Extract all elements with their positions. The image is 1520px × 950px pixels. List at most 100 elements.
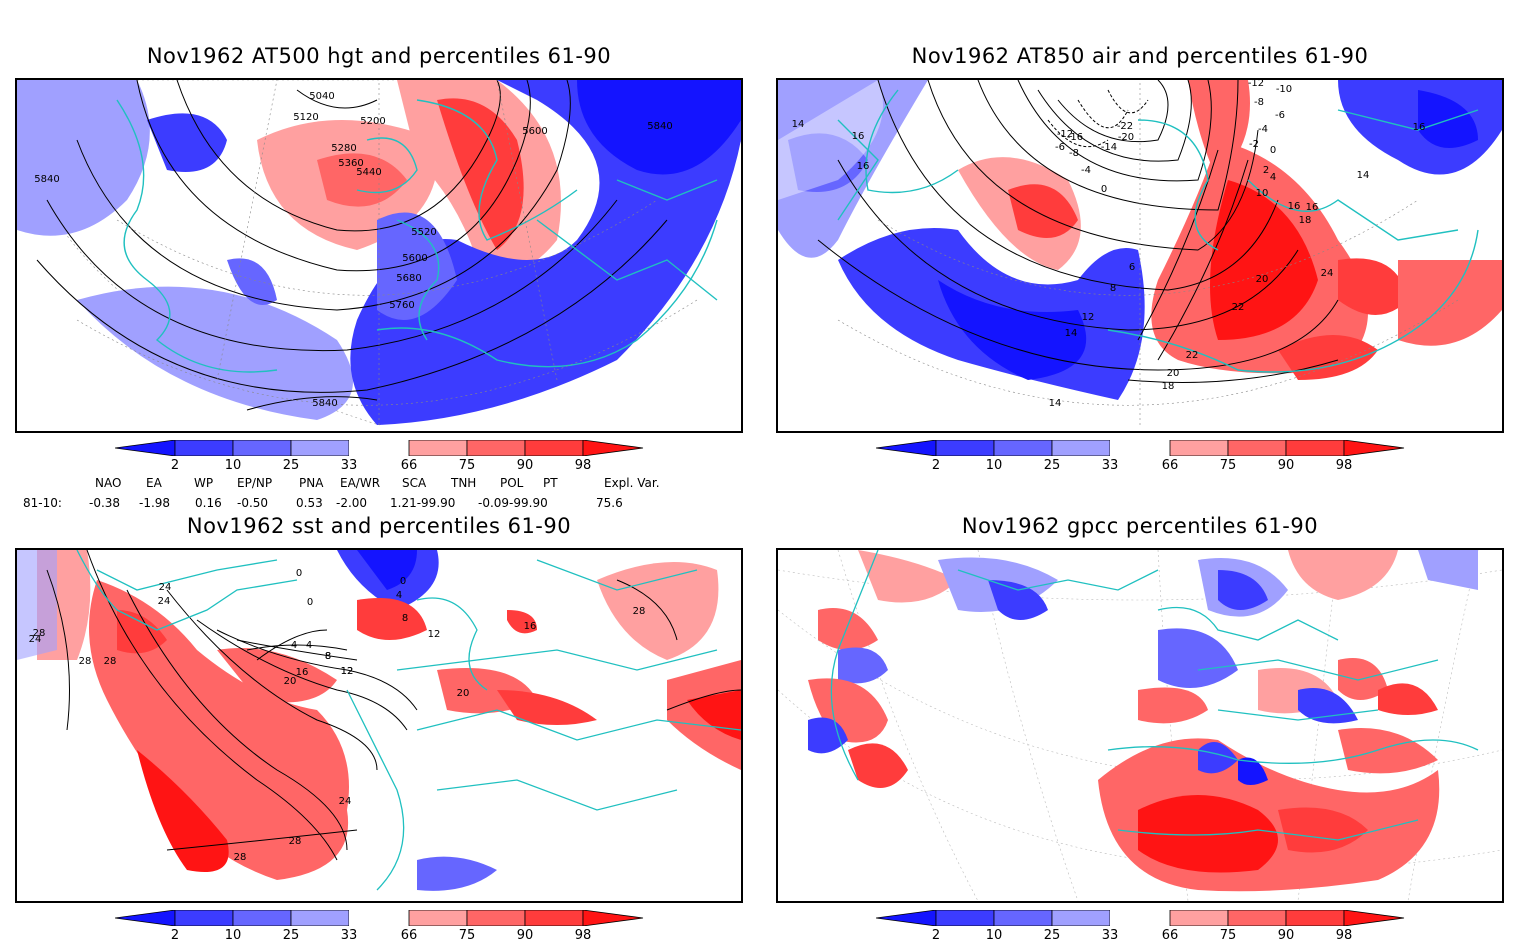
colorbar-ramp-p2 — [876, 440, 1405, 456]
contour-label: 22 — [1186, 350, 1199, 361]
panel-title-p3: Nov1962 sst and percentiles 61-90 — [186, 514, 572, 538]
colorbar-p4: 2 10 25 33 66 75 90 98 — [876, 910, 1406, 950]
contour-label: -20 — [1118, 132, 1134, 143]
contour-label: 5280 — [331, 143, 356, 154]
contour-label: -8 — [1254, 97, 1264, 108]
contour-label: 20 — [457, 688, 470, 699]
map-sst: 24 28 24 0 0 4 8 12 16 20 12 8 4 0 4 8 1… — [17, 550, 741, 901]
map-panel-hgt500: 5040 5120 5200 5280 5360 5440 5520 5600 … — [15, 78, 743, 433]
map-air850: -12 -10 -8 -6 -4 -2 0 -22 -20 -16 -14 -1… — [778, 80, 1502, 425]
contour-label: 14 — [1357, 170, 1370, 181]
colorbar-tick: 98 — [1335, 458, 1353, 473]
colorbar-ramp-p3 — [115, 910, 644, 926]
panel-title-p2: Nov1962 AT850 air and percentiles 61-90 — [911, 44, 1369, 68]
contour-label: 6 — [1129, 262, 1135, 273]
contour-label: 2 — [1263, 165, 1269, 176]
contour-label: 5600 — [522, 126, 547, 137]
contour-label: 24 — [159, 582, 172, 593]
contour-label: 8 — [402, 613, 408, 624]
map-gpcc — [778, 550, 1502, 901]
contour-label: 4 — [306, 640, 312, 651]
index-value: -0.38 — [89, 496, 121, 510]
contour-label: 8 — [325, 651, 331, 662]
colorbar-p2: 2 10 25 33 66 75 90 98 — [876, 440, 1406, 480]
contour-label: 16 — [857, 161, 870, 172]
contour-label: 5600 — [402, 253, 427, 264]
contour-label: 12 — [428, 629, 441, 640]
colorbar-tick: 10 — [224, 458, 242, 473]
contour-label: 24 — [1321, 268, 1334, 279]
map-panel-air850: -12 -10 -8 -6 -4 -2 0 -22 -20 -16 -14 -1… — [776, 78, 1504, 433]
contour-label: 8 — [1110, 283, 1116, 294]
contour-label: 22 — [1232, 302, 1245, 313]
colorbar-tick: 75 — [458, 928, 476, 943]
index-header: EA — [146, 476, 162, 490]
contour-label: 5840 — [647, 121, 672, 132]
colorbar-tick: 98 — [574, 928, 592, 943]
colorbar-tick: 66 — [1161, 458, 1179, 473]
contour-label: 24 — [29, 634, 42, 645]
index-header: Expl. Var. — [604, 476, 660, 490]
contour-label: 5120 — [293, 112, 318, 123]
colorbar-tick: 66 — [400, 928, 418, 943]
contour-label: 12 — [341, 666, 354, 677]
colorbar-ramp-p4 — [876, 910, 1405, 926]
contour-label: -14 — [1101, 142, 1117, 153]
index-row-label: 81-10: — [23, 496, 62, 510]
contour-label: 14 — [1049, 398, 1062, 409]
colorbar-tick: 33 — [340, 458, 358, 473]
index-value: 75.6 — [596, 496, 623, 510]
colorbar-tick: 2 — [170, 458, 180, 473]
colorbar-tick: 98 — [574, 458, 592, 473]
contour-label: 24 — [339, 796, 352, 807]
contour-label: 20 — [284, 676, 297, 687]
contour-label: 4 — [1270, 172, 1276, 183]
contour-label: -2 — [1249, 139, 1259, 150]
contour-label: 5040 — [309, 91, 334, 102]
colorbar-p3: 2 10 25 33 66 75 90 98 — [115, 910, 645, 950]
colorbar-tick: 90 — [1277, 458, 1295, 473]
map-panel-sst: 24 28 24 0 0 4 8 12 16 20 12 8 4 0 4 8 1… — [15, 548, 743, 903]
colorbar-tick: 33 — [1101, 458, 1119, 473]
contour-label: 5200 — [360, 116, 385, 127]
colorbar-tick: 90 — [516, 928, 534, 943]
contour-label: 0 — [307, 597, 313, 608]
contour-label: 14 — [792, 119, 805, 130]
contour-label: -6 — [1055, 142, 1065, 153]
contour-label: 4 — [291, 640, 297, 651]
contour-label: 28 — [104, 656, 117, 667]
panel-title-p1: Nov1962 AT500 hgt and percentiles 61-90 — [146, 44, 612, 68]
index-header: EP/NP — [237, 476, 273, 490]
contour-label: 14 — [1065, 328, 1078, 339]
index-value: -2.00 — [336, 496, 368, 510]
contour-label: 8 — [325, 651, 331, 662]
colorbar-tick: 66 — [1161, 928, 1179, 943]
panel-title-p4: Nov1962 gpcc percentiles 61-90 — [961, 514, 1319, 538]
contour-label: -4 — [1081, 165, 1091, 176]
contour-label: -8 — [1069, 148, 1079, 159]
index-header: SCA — [402, 476, 427, 490]
contour-label: 18 — [1162, 381, 1175, 392]
colorbar-tick: 90 — [516, 458, 534, 473]
map-panel-gpcc — [776, 548, 1504, 903]
contour-label: 12 — [341, 666, 354, 677]
contour-label: 5360 — [338, 158, 363, 169]
colorbar-p1: 2 10 25 33 66 75 90 98 — [115, 440, 645, 480]
colorbar-tick: 2 — [931, 458, 941, 473]
index-header: PNA — [299, 476, 324, 490]
colorbar-tick: 75 — [1219, 928, 1237, 943]
colorbar-tick: 75 — [458, 458, 476, 473]
colorbar-tick: 66 — [400, 458, 418, 473]
contour-label: 5520 — [411, 227, 436, 238]
contour-label: 16 — [1306, 202, 1319, 213]
contour-label: -4 — [1258, 124, 1268, 135]
contour-label: 24 — [158, 596, 171, 607]
colorbar-tick: 10 — [985, 458, 1003, 473]
contour-label: 10 — [1256, 188, 1269, 199]
index-value: 1.21-99.90 — [390, 496, 456, 510]
colorbar-tick: 90 — [1277, 928, 1295, 943]
contour-label: 12 — [1082, 312, 1095, 323]
contour-label: -22 — [1117, 121, 1133, 132]
contour-label: 28 — [33, 628, 46, 639]
colorbar-tick: 98 — [1335, 928, 1353, 943]
